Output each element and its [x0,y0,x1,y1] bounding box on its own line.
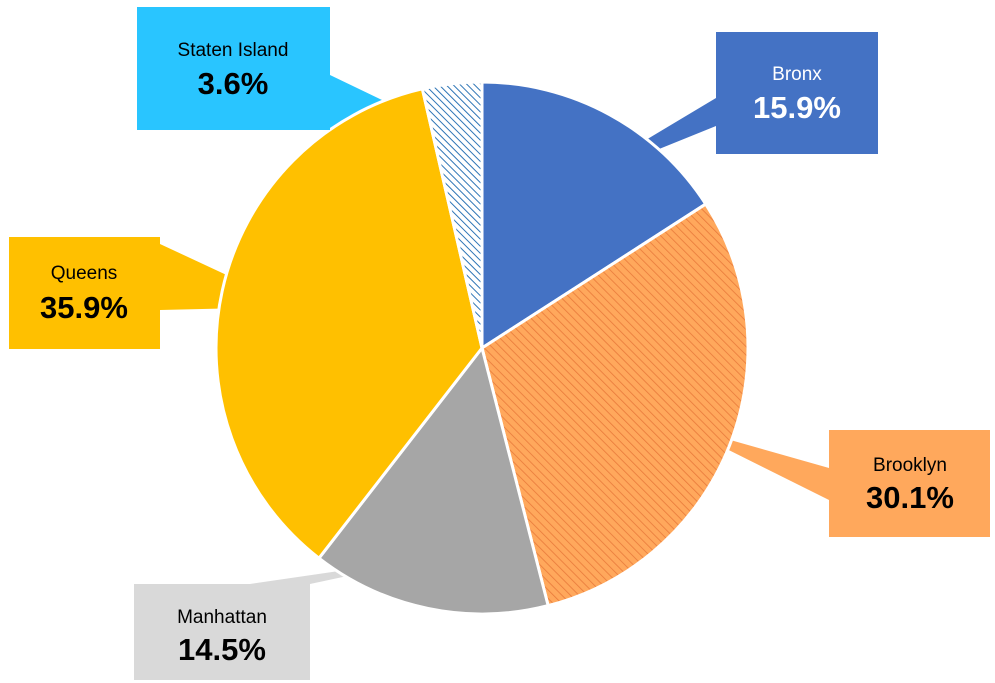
callout-brooklyn: Brooklyn 30.1% [829,430,990,537]
pie-slice-manhattan [317,346,550,616]
callout-box-manhattan [134,584,310,680]
callout-box-staten-island [137,7,330,130]
pie-slice-bronx [480,80,708,350]
callout-box-bronx [716,32,878,154]
slice-value-bronx: 15.9% [753,90,841,125]
slice-label-brooklyn: Brooklyn [873,455,947,476]
slice-value-manhattan: 14.5% [178,632,266,667]
slice-label-staten-island: Staten Island [178,40,289,61]
pie-slice-brooklyn [480,202,750,608]
slices-layer [214,80,750,616]
pie-slice-queens [214,87,484,560]
slice-value-queens: 35.9% [40,290,128,325]
callout-bronx: Bronx 15.9% [716,32,878,154]
slice-value-brooklyn: 30.1% [866,480,954,515]
callout-box-brooklyn [829,430,990,537]
slice-label-manhattan: Manhattan [177,607,267,628]
slice-label-queens: Queens [51,263,118,284]
callout-pointer-brooklyn [680,425,829,500]
callout-queens: Queens 35.9% [9,237,160,349]
slice-label-bronx: Bronx [772,64,822,85]
slice-value-staten-island: 3.6% [198,66,269,101]
callout-box-queens [9,237,160,349]
pie-slice-staten-island [420,80,484,350]
callout-manhattan: Manhattan 14.5% [134,584,310,680]
callout-staten-island: Staten Island 3.6% [137,7,330,130]
